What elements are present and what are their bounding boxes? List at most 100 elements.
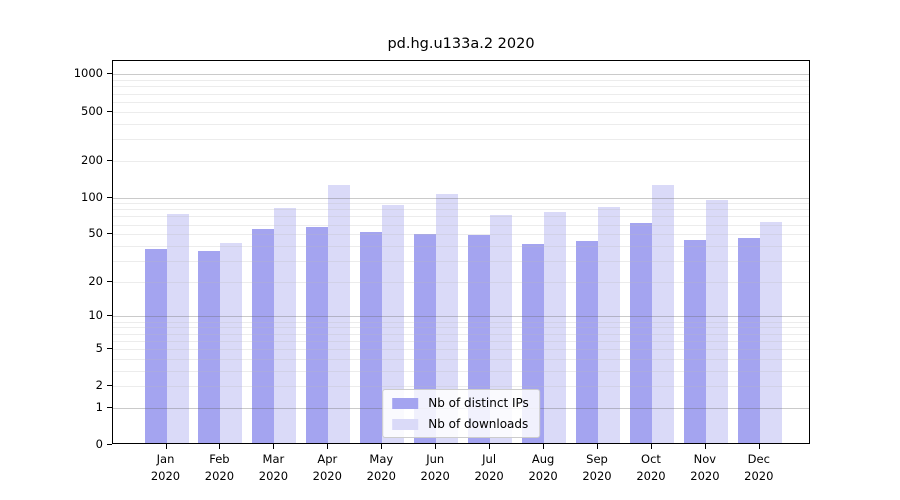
bar-downloads: [705, 199, 728, 443]
minor-gridline: [113, 234, 809, 236]
y-axis-tick-label: 50: [88, 226, 103, 241]
x-axis-tick-label: Jul 2020: [474, 452, 504, 483]
major-gridline: [113, 316, 809, 318]
y-axis-tick: [107, 280, 112, 282]
x-axis-tick: [597, 444, 598, 449]
minor-gridline: [113, 111, 809, 113]
minor-gridline: [113, 93, 809, 95]
x-axis-tick-label: Oct 2020: [636, 452, 666, 483]
x-axis-tick: [704, 444, 706, 449]
minor-gridline: [113, 160, 809, 162]
minor-gridline: [113, 224, 809, 226]
bar-distinct-ips: [576, 241, 599, 443]
x-axis-tick: [165, 444, 167, 449]
y-axis-tick: [107, 159, 112, 161]
bar-downloads: [274, 208, 297, 443]
bar-downloads: [328, 184, 351, 443]
bar-downloads: [490, 215, 513, 443]
bar-distinct-ips: [629, 222, 652, 443]
bar-distinct-ips: [252, 229, 275, 443]
y-axis-tick: [107, 315, 112, 317]
y-axis-tick-label: 500: [81, 103, 103, 118]
y-axis-tick-label: 20: [88, 273, 103, 288]
x-axis-tick: [651, 444, 652, 449]
minor-gridline: [113, 333, 809, 335]
x-axis-tick-label: Sep 2020: [582, 452, 612, 483]
x-axis-tick-label: Jan 2020: [150, 452, 181, 483]
bar-distinct-ips: [144, 249, 167, 443]
minor-gridline: [113, 370, 809, 372]
minor-gridline: [113, 321, 809, 323]
major-gridline: [113, 197, 809, 199]
x-axis-tick: [327, 444, 329, 449]
y-axis-tick: [107, 233, 112, 235]
minor-gridline: [113, 281, 809, 283]
legend-swatch-downloads: [392, 418, 419, 430]
bar-downloads: [220, 242, 243, 443]
y-axis-tick-label: 100: [81, 189, 103, 204]
x-axis-tick-label: Jun 2020: [420, 452, 450, 483]
bar-distinct-ips: [683, 240, 706, 443]
minor-gridline: [113, 138, 809, 140]
x-axis-tick-label: Nov 2020: [690, 452, 720, 483]
minor-gridline: [113, 327, 809, 329]
minor-gridline: [113, 86, 809, 88]
x-axis-tick: [381, 444, 383, 449]
y-axis-tick-label: 2: [95, 378, 103, 393]
x-axis-tick: [758, 444, 760, 449]
bar-downloads: [598, 206, 621, 443]
minor-gridline: [113, 340, 809, 342]
legend: Nb of distinct IPs Nb of downloads: [382, 389, 540, 438]
minor-gridline: [113, 358, 809, 360]
bar-distinct-ips: [198, 250, 221, 443]
chart-title: pd.hg.u133a.2 2020: [387, 36, 535, 52]
y-axis-tick: [107, 73, 112, 75]
y-axis-tick-label: 0: [95, 437, 103, 451]
y-axis-tick-label: 200: [81, 152, 103, 167]
x-axis-tick-label: Feb 2020: [204, 452, 235, 483]
bar-downloads: [759, 221, 782, 443]
minor-gridline: [113, 101, 809, 103]
x-axis-tick: [273, 444, 275, 449]
y-axis-tick: [107, 406, 112, 408]
major-gridline: [113, 74, 809, 76]
minor-gridline: [113, 245, 809, 247]
bar-downloads: [382, 205, 405, 443]
minor-gridline: [113, 216, 809, 218]
y-axis-tick-label: 1000: [73, 66, 103, 81]
x-axis-tick-label: May 2020: [366, 452, 396, 483]
legend-entry-downloads: Nb of downloads: [392, 417, 529, 431]
legend-swatch-distinct-ips: [392, 397, 419, 409]
plot-area: Nb of distinct IPs Nb of downloads: [112, 60, 810, 444]
bar-downloads: [436, 194, 459, 443]
y-axis-tick-label: 10: [88, 308, 103, 323]
x-axis-tick-label: Dec 2020: [744, 452, 774, 483]
x-axis-tick-label: Aug 2020: [528, 452, 558, 483]
bar-distinct-ips: [737, 237, 760, 443]
x-axis-tick: [435, 444, 437, 449]
x-axis-tick: [489, 444, 491, 449]
x-axis-tick: [543, 444, 545, 449]
minor-gridline: [113, 80, 809, 82]
y-axis-tick-label: 5: [95, 340, 103, 355]
minor-gridline: [113, 260, 809, 262]
y-axis-tick: [107, 110, 112, 112]
minor-gridline: [113, 386, 809, 388]
minor-gridline: [113, 348, 809, 350]
minor-gridline: [113, 203, 809, 205]
minor-gridline: [113, 209, 809, 211]
legend-label-distinct-ips: Nb of distinct IPs: [428, 396, 529, 410]
x-axis-tick-label: Apr 2020: [312, 452, 342, 483]
y-axis-tick-label: 1: [95, 399, 103, 414]
y-axis-tick: [107, 196, 112, 198]
bar-downloads: [651, 184, 674, 443]
x-axis-tick-label: Mar 2020: [258, 452, 289, 483]
y-axis-tick: [107, 444, 112, 445]
legend-label-downloads: Nb of downloads: [428, 417, 529, 431]
y-axis-tick: [107, 385, 112, 387]
x-axis-tick: [219, 444, 221, 449]
minor-gridline: [113, 123, 809, 125]
bar-distinct-ips: [306, 227, 329, 443]
bar-downloads: [544, 212, 567, 443]
